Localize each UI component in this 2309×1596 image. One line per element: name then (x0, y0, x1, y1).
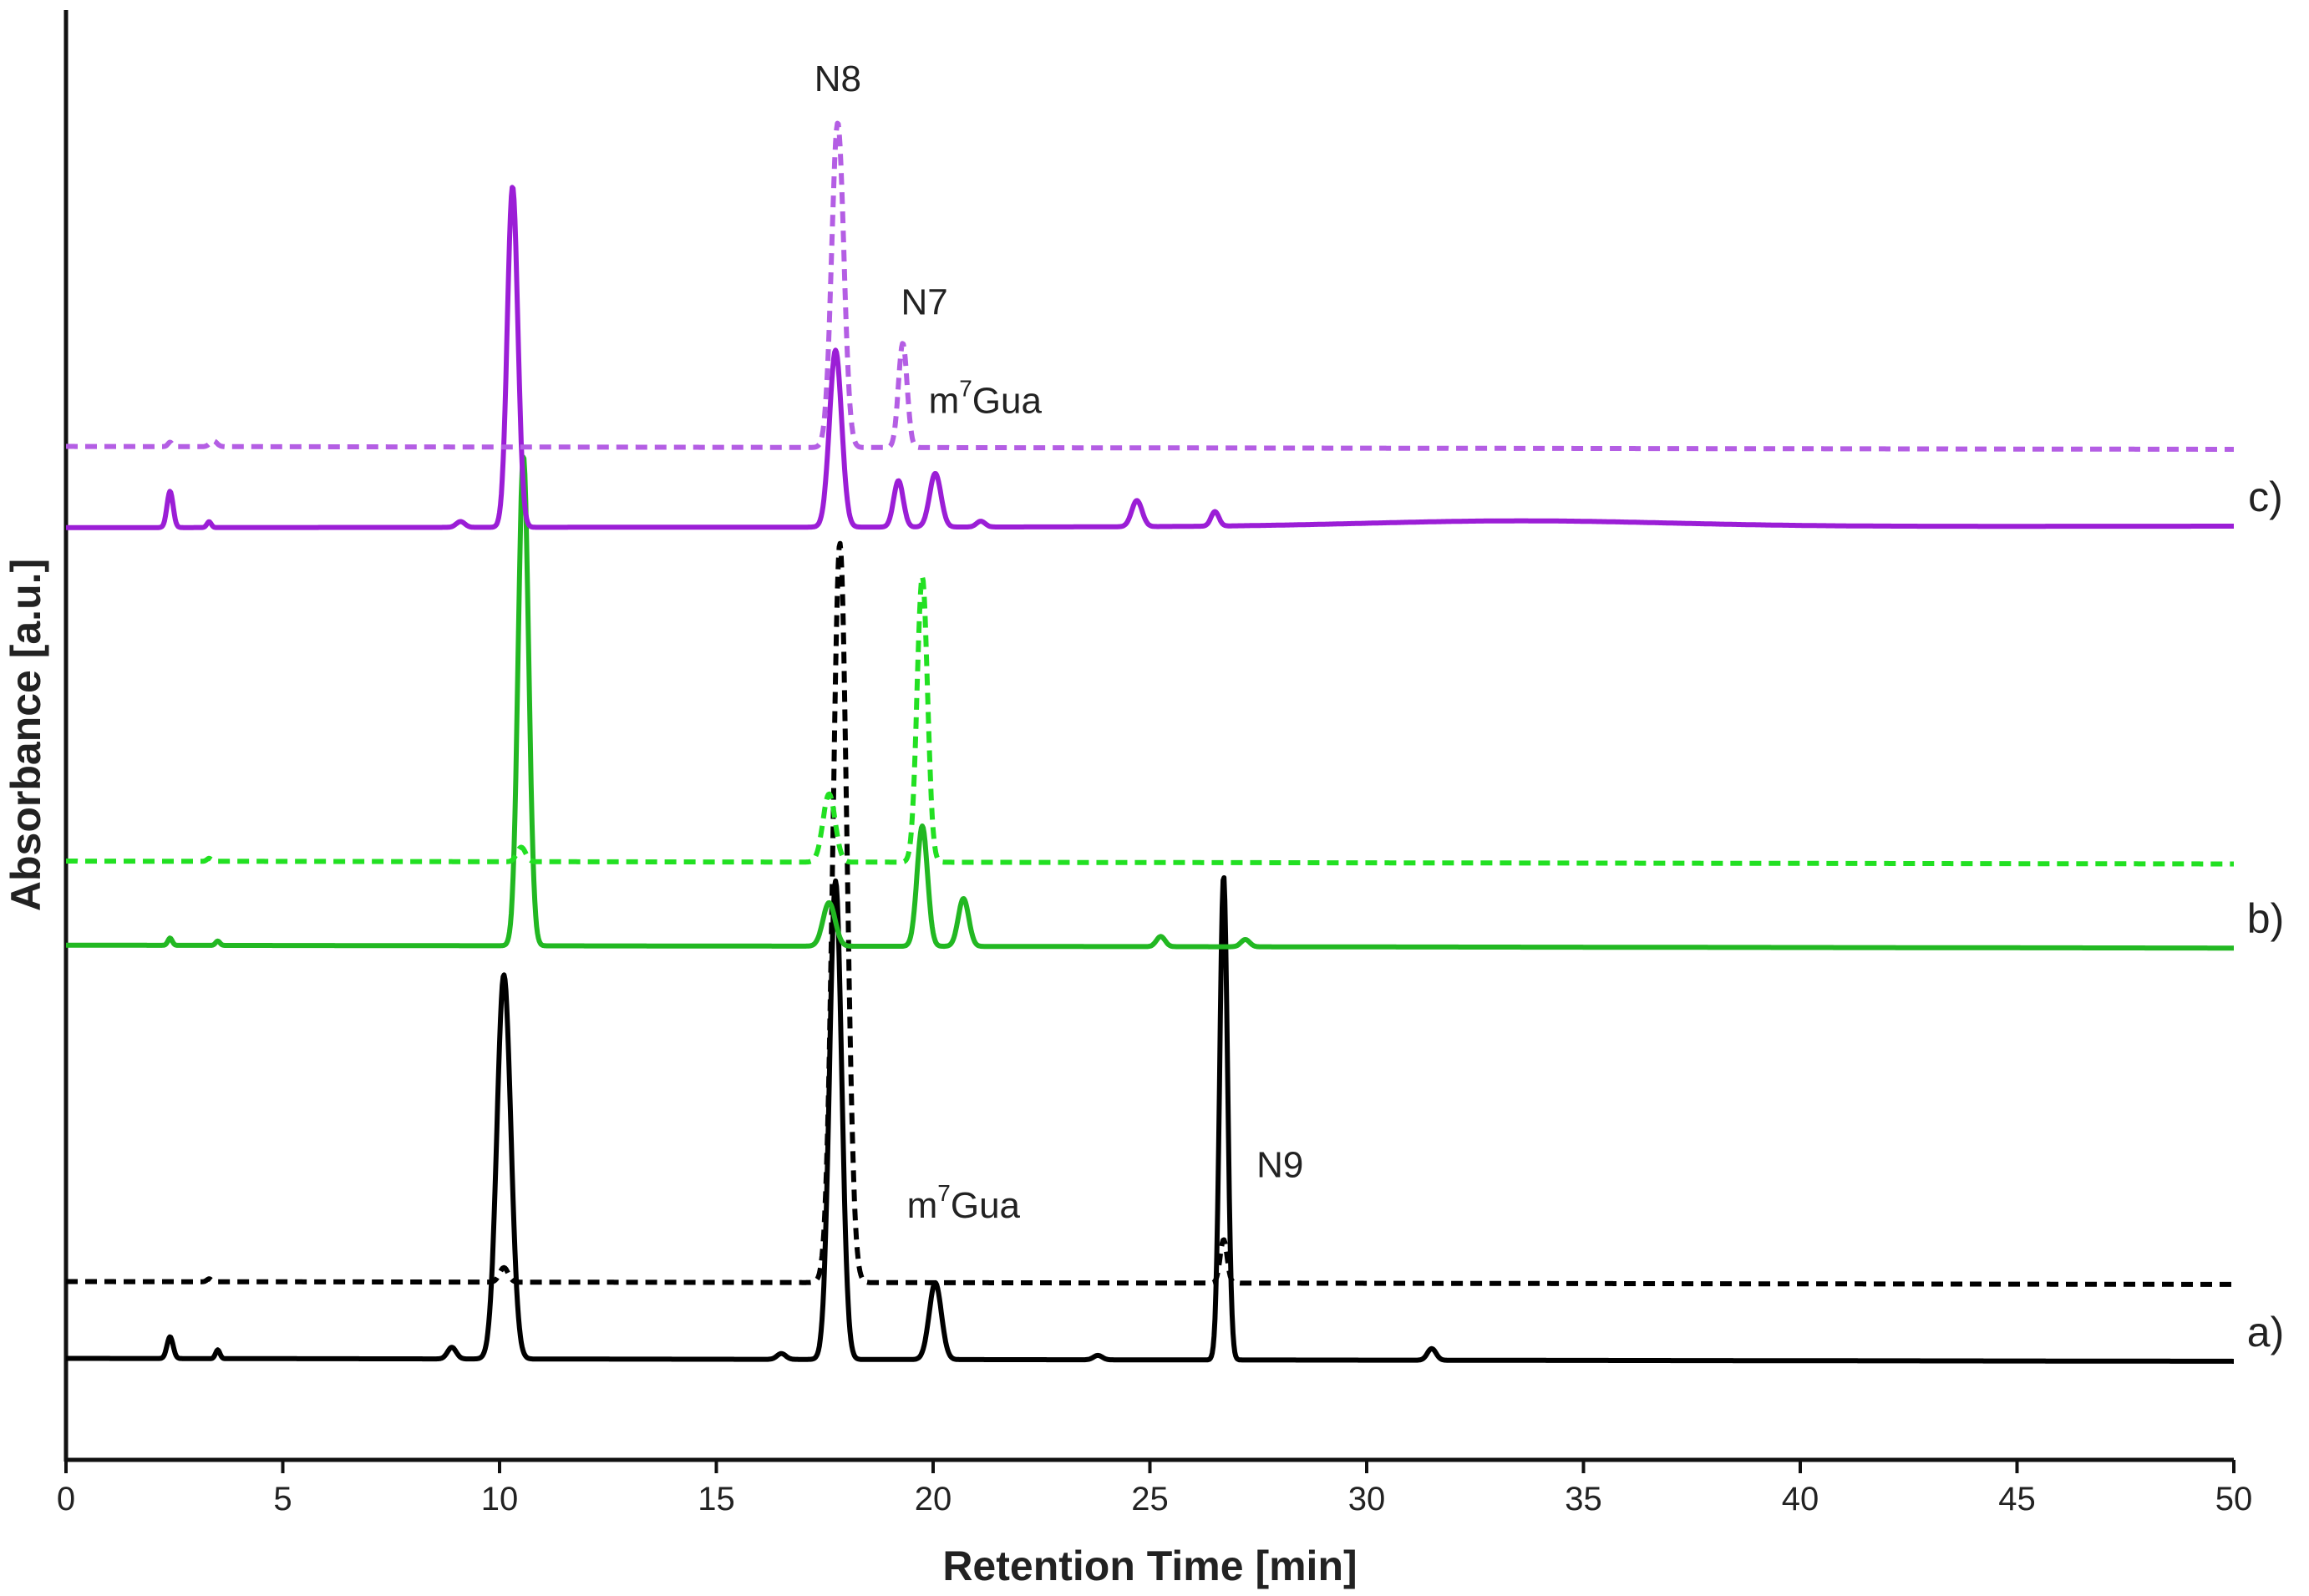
x-tick-label: 45 (1998, 1481, 2036, 1517)
series-line-dashed-5 (64, 120, 2235, 452)
traces (64, 120, 2235, 1364)
series-line-dashed-1 (64, 540, 2235, 1287)
x-tick-label: 25 (1131, 1481, 1169, 1517)
trace-labels: c) b) a) (2247, 474, 2284, 1355)
y-axis-title: Absorbance [a.u.] (3, 559, 49, 911)
x-tick-label: 15 (698, 1481, 735, 1517)
peak-annotation: N7 (901, 282, 947, 323)
peak-annotation: m7Gua (929, 376, 1043, 422)
x-axis-title: Retention Time [min] (942, 1543, 1357, 1589)
x-tick-label: 0 (57, 1481, 75, 1517)
x-tick-label: 20 (915, 1481, 952, 1517)
x-tick-label: 10 (481, 1481, 519, 1517)
x-ticks: 0 5 10 15 20 25 30 35 40 45 50 (57, 1460, 2252, 1517)
peak-annotation: N8 (814, 58, 861, 99)
trace-label: c) (2248, 474, 2283, 520)
trace-label: a) (2247, 1309, 2284, 1355)
series-line-dashed-3 (64, 574, 2235, 867)
x-tick-label: 30 (1348, 1481, 1386, 1517)
x-tick-label: 40 (1782, 1481, 1819, 1517)
series-line-solid-0 (64, 875, 2235, 1364)
trace-label: b) (2247, 895, 2284, 942)
x-tick-label: 35 (1565, 1481, 1602, 1517)
peak-annotations: N8 N7 m7Gua m7Gua N9 (814, 58, 1304, 1226)
series-line-solid-4 (64, 185, 2235, 530)
series-line-solid-2 (64, 454, 2235, 951)
axes: 0 5 10 15 20 25 30 35 40 45 50 (57, 10, 2252, 1517)
x-tick-label: 50 (2215, 1481, 2253, 1517)
x-tick-label: 5 (273, 1481, 292, 1517)
peak-annotation: N9 (1256, 1144, 1303, 1185)
peak-annotation: m7Gua (907, 1180, 1021, 1226)
